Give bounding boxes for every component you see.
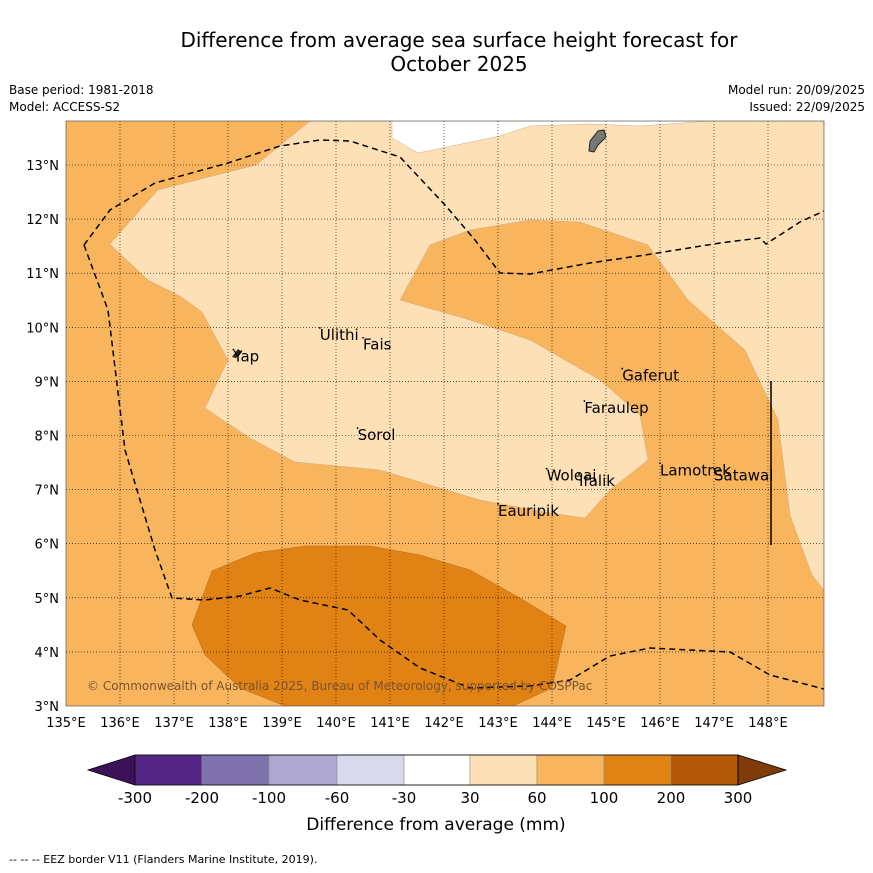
copyright-text: © Commonwealth of Australia 2025, Bureau… (87, 679, 592, 693)
island-marker (318, 327, 321, 329)
place-label-satawal: Satawal (714, 467, 773, 485)
title-line-2: October 2025 (390, 52, 528, 76)
island-marker (583, 400, 586, 402)
title-line-1: Difference from average sea surface heig… (180, 28, 738, 52)
eez-border (83, 139, 824, 690)
island-marker (362, 336, 364, 339)
latitude-tick-labels: 3°N 4°N 5°N 6°N 7°N 8°N 9°N 10°N 11°N 12°N 13°N (26, 159, 59, 715)
lon-tick-label: 136°E (100, 716, 140, 731)
island-marker (232, 348, 235, 351)
lat-tick-label: 3°N (35, 700, 60, 715)
lat-tick-label: 7°N (35, 484, 60, 499)
colorbar-swatch (201, 754, 270, 786)
colorbar-tick-labels: -300 -200 -100 -60 -30 30 60 100 200 300 (118, 789, 752, 807)
colorbar-tick: 300 (724, 789, 753, 807)
island-marker (545, 467, 548, 470)
colorbar-tick: -100 (252, 789, 286, 807)
place-label-ifalik: Ifalik (579, 472, 615, 490)
island-marker (497, 502, 499, 505)
colorbar-swatch (536, 754, 605, 786)
issued-date: Issued: 22/09/2025 (749, 100, 865, 114)
lon-tick-label: 147°E (694, 716, 734, 731)
colorbar-frame (134, 754, 739, 786)
colorbar-extend-high (737, 754, 788, 786)
lat-tick-label: 12°N (26, 213, 59, 228)
place-label-woleai: Woleai (547, 467, 597, 485)
lat-tick-label: 11°N (26, 267, 59, 282)
colorbar-swatch (268, 754, 338, 786)
graticule (66, 121, 824, 706)
colorbar-tick: 30 (460, 789, 479, 807)
place-label-ulithi: Ulithi (320, 326, 359, 344)
map-frame (65, 120, 825, 707)
lat-tick-label: 9°N (35, 375, 60, 390)
place-label-sorol: Sorol (358, 426, 396, 444)
contour-neutral-notch (391, 121, 711, 154)
lon-tick-label: 146°E (640, 716, 680, 731)
place-label-gaferut: Gaferut (622, 367, 679, 385)
yap-island-shape (232, 349, 242, 358)
island-marker (621, 367, 624, 370)
island-marker (659, 462, 661, 465)
lon-tick-label: 139°E (262, 716, 302, 731)
colorbar-swatch (469, 754, 538, 786)
contour-30-60-north (109, 121, 824, 591)
island-marker (578, 473, 580, 475)
colorbar-tick: 100 (590, 789, 619, 807)
lat-tick-label: 4°N (35, 646, 60, 661)
model-name: Model: ACCESS-S2 (9, 100, 121, 114)
lon-tick-label: 135°E (46, 716, 86, 731)
lat-tick-label: 5°N (35, 592, 60, 607)
colorbar-swatch (603, 754, 672, 786)
colorbar-tick: 60 (527, 789, 546, 807)
lon-tick-label: 140°E (316, 716, 356, 731)
colorbar-swatch (336, 754, 405, 786)
base-period: Base period: 1981-2018 (9, 83, 154, 97)
place-label-fais: Fais (363, 336, 392, 354)
colorbar-label: Difference from average (mm) (306, 815, 565, 835)
place-label-yap: Yap (232, 348, 259, 366)
contour-100-200 (191, 545, 567, 706)
lon-tick-label: 144°E (532, 716, 572, 731)
eez-footnote: -- -- -- EEZ border V11 (Flanders Marine… (9, 853, 318, 866)
lon-tick-label: 148°E (748, 716, 788, 731)
colorbar-tick: -60 (325, 789, 350, 807)
lon-tick-label: 142°E (424, 716, 464, 731)
colorbar-tick: 200 (657, 789, 686, 807)
lat-tick-label: 13°N (26, 159, 59, 174)
meta-left: Base period: 1981-2018 Model: ACCESS-S2 (9, 82, 154, 116)
place-label-faraulep: Faraulep (584, 399, 648, 417)
lon-tick-label: 138°E (208, 716, 248, 731)
guam-island-shape (588, 129, 607, 153)
lon-tick-label: 143°E (478, 716, 518, 731)
colorbar-swatch (134, 754, 203, 786)
island-marker (713, 467, 715, 470)
colorbar (86, 754, 788, 786)
lat-tick-label: 6°N (35, 538, 60, 553)
lon-tick-label: 141°E (370, 716, 410, 731)
lat-tick-label: 8°N (35, 430, 60, 445)
place-label-eauripik: Eauripik (498, 502, 559, 520)
longitude-tick-labels: 135°E 136°E 137°E 138°E 139°E 140°E 141°E 142°E… (46, 716, 788, 731)
lon-tick-label: 137°E (154, 716, 194, 731)
lon-tick-label: 145°E (586, 716, 626, 731)
model-run: Model run: 20/09/2025 (727, 83, 865, 97)
colorbar-extend-low (86, 754, 136, 786)
chart-title: Difference from average sea surface heig… (0, 28, 873, 76)
colorbar-swatch (403, 754, 471, 786)
colorbar-swatch (670, 754, 739, 786)
meta-right: Model run: 20/09/2025 Issued: 22/09/2025 (728, 82, 865, 116)
colorbar-tick: -300 (118, 789, 152, 807)
colorbar-tick: -200 (185, 789, 219, 807)
place-label-lamotrek: Lamotrek (660, 461, 731, 479)
island-marker (356, 427, 359, 429)
lat-tick-label: 10°N (26, 321, 59, 336)
colorbar-tick: -30 (392, 789, 417, 807)
